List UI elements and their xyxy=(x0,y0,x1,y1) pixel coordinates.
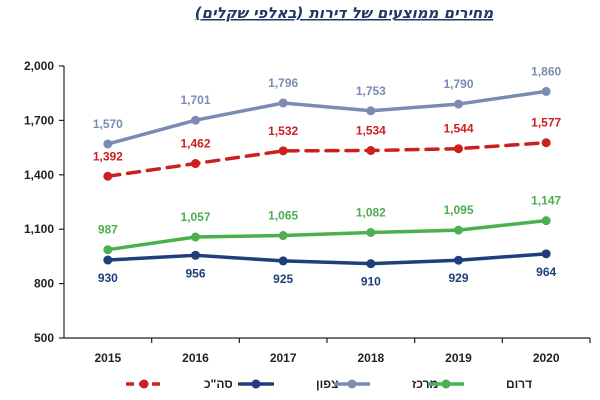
data-point-total xyxy=(454,144,463,154)
data-label-north: 929 xyxy=(448,271,468,285)
data-label-south: 1,095 xyxy=(443,203,473,217)
data-label-total: 1,392 xyxy=(93,149,123,163)
series-line-center xyxy=(106,89,548,146)
data-point-south xyxy=(454,225,463,235)
legend: סה"כ צפון מרכז דרום xyxy=(126,377,532,391)
legend-item-center: מרכז xyxy=(334,377,438,391)
data-label-total: 1,534 xyxy=(356,124,386,138)
legend-label: דרום xyxy=(506,377,532,391)
data-label-north: 930 xyxy=(98,271,118,285)
y-tick-label: 1,100 xyxy=(24,222,54,236)
y-tick-label: 2,000 xyxy=(24,59,54,73)
data-point-south xyxy=(541,216,551,226)
data-label-north: 910 xyxy=(361,275,381,289)
data-point-center xyxy=(541,86,551,96)
data-point-total xyxy=(191,159,200,169)
data-point-north xyxy=(541,249,551,259)
data-label-north: 964 xyxy=(536,265,556,279)
legend-item-north: צפון xyxy=(238,377,338,391)
series-line-north xyxy=(106,252,548,266)
x-tick-label: 2016 xyxy=(182,351,209,365)
data-point-south xyxy=(278,231,288,241)
data-point-center xyxy=(103,139,113,149)
data-label-north: 956 xyxy=(185,266,205,280)
data-label-total: 1,577 xyxy=(531,116,561,130)
x-tick-label: 2019 xyxy=(445,351,472,365)
legend-item-total: סה"כ xyxy=(126,377,233,391)
data-point-total xyxy=(103,171,113,181)
y-tick-label: 800 xyxy=(34,277,54,291)
data-label-center: 1,790 xyxy=(443,77,473,91)
chart-title: מחירים ממוצעים של דירות (באלפי שקלים) xyxy=(195,4,495,22)
data-label-center: 1,570 xyxy=(93,117,123,131)
legend-marker xyxy=(347,379,357,389)
data-point-north xyxy=(366,259,376,269)
y-axis: 500 800 1,100 1,400 1,700 2,000 xyxy=(24,59,65,345)
data-label-total: 1,544 xyxy=(443,122,473,136)
data-point-north xyxy=(454,255,463,265)
x-tick-label: 2018 xyxy=(357,351,384,365)
y-tick-label: 1,700 xyxy=(24,113,54,127)
data-label-south: 1,057 xyxy=(180,210,210,224)
legend-label: צפון xyxy=(316,377,338,391)
data-label-north: 925 xyxy=(273,272,293,286)
data-point-center xyxy=(191,115,200,125)
data-point-south xyxy=(103,245,113,255)
data-point-center xyxy=(366,106,376,116)
x-tick-label: 2015 xyxy=(94,351,121,365)
series-line-south xyxy=(106,218,548,252)
legend-label: סה"כ xyxy=(204,377,233,391)
data-point-north xyxy=(103,255,113,265)
legend-marker xyxy=(139,379,149,389)
data-label-center: 1,701 xyxy=(180,93,210,107)
y-tick-label: 1,400 xyxy=(24,168,54,182)
series-line-total xyxy=(106,140,548,179)
x-axis: 2015 2016 2017 2018 2019 2020 xyxy=(64,337,591,365)
data-label-south: 1,147 xyxy=(531,194,561,208)
data-label-south: 987 xyxy=(98,223,118,237)
data-label-south: 1,082 xyxy=(356,205,386,219)
data-point-north xyxy=(278,256,288,266)
x-tick-label: 2017 xyxy=(270,351,297,365)
data-label-center: 1,860 xyxy=(531,64,561,78)
data-label-total: 1,532 xyxy=(268,124,298,138)
data-label-center: 1,753 xyxy=(356,84,386,98)
data-label-center: 1,796 xyxy=(268,76,298,90)
x-tick-label: 2020 xyxy=(533,351,560,365)
data-point-total xyxy=(278,146,288,156)
legend-marker xyxy=(441,379,451,389)
legend-marker xyxy=(251,379,261,389)
y-tick-label: 500 xyxy=(34,331,54,345)
data-point-center xyxy=(454,99,463,109)
legend-item-south: דרום xyxy=(428,377,532,391)
data-labels: 1,392 1,462 1,532 1,534 1,544 1,577 930 956 925 9… xyxy=(93,64,562,288)
data-point-center xyxy=(278,98,288,108)
series-layer xyxy=(103,86,551,269)
data-point-south xyxy=(191,232,200,242)
data-point-north xyxy=(191,250,200,260)
data-point-south xyxy=(366,227,376,237)
data-point-total xyxy=(541,138,551,148)
legend-label: מרכז xyxy=(412,377,438,391)
data-label-south: 1,065 xyxy=(268,209,298,223)
data-label-total: 1,462 xyxy=(180,137,210,151)
data-point-total xyxy=(366,146,376,156)
